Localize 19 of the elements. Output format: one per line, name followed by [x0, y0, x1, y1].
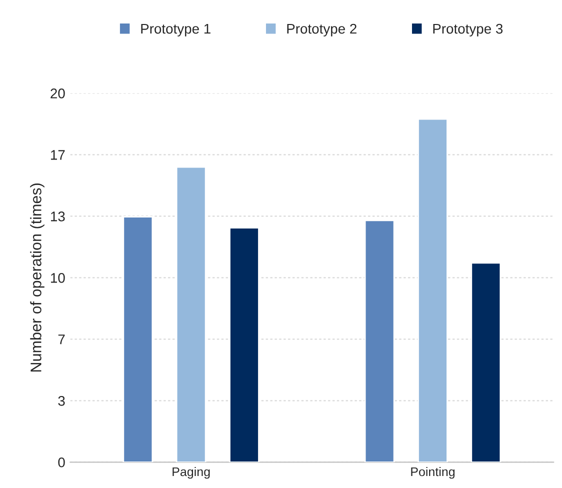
- x-tick-label: Pointing: [411, 466, 455, 479]
- y-tick-label: 17: [51, 150, 65, 160]
- x-tick-label: Paging: [172, 466, 210, 479]
- y-tick-label: 0: [58, 457, 65, 468]
- y-tick-label: 7: [58, 334, 65, 344]
- y-tick-label: 13: [51, 212, 65, 222]
- legend-label: Prototype 1: [141, 24, 210, 36]
- y-tick-label: 3: [58, 396, 65, 406]
- y-tick-label: 10: [51, 273, 65, 283]
- bar: [229, 227, 260, 462]
- bar: [418, 118, 448, 462]
- legend-label: Prototype 2: [287, 24, 356, 36]
- bar: [470, 262, 502, 462]
- y-axis-title: Number of operation (times): [30, 184, 44, 372]
- bar: [176, 166, 206, 462]
- y-tick-label: 20: [50, 88, 65, 98]
- legend-label: Prototype 3: [433, 24, 503, 36]
- bar: [364, 220, 395, 462]
- bar: [122, 216, 154, 462]
